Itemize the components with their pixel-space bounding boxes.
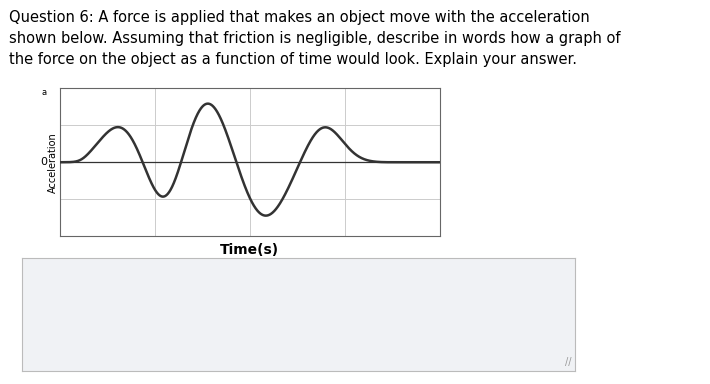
Text: a: a — [42, 88, 47, 97]
Text: shown below. Assuming that friction is negligible, describe in words how a graph: shown below. Assuming that friction is n… — [9, 31, 620, 46]
Text: the force on the object as a function of time would look. Explain your answer.: the force on the object as a function of… — [9, 52, 577, 67]
Text: Question 6: A force is applied that makes an object move with the acceleration: Question 6: A force is applied that make… — [9, 10, 589, 25]
Text: //: // — [564, 357, 572, 367]
Text: Time(s): Time(s) — [220, 243, 280, 257]
Text: 0: 0 — [40, 157, 47, 167]
Y-axis label: Acceleration: Acceleration — [48, 132, 58, 193]
